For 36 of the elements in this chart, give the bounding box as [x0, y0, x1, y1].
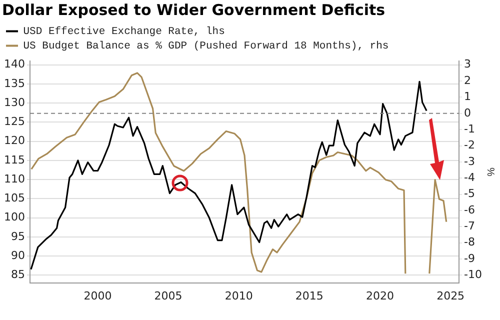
y-tick-label: 100: [4, 210, 25, 224]
y2-tick-label: -4: [464, 170, 476, 184]
x-tick-label: 2010: [224, 289, 253, 302]
y-tick-label: 120: [4, 134, 25, 148]
x-tick-label: 2025: [436, 289, 465, 302]
x-tick-label: 2000: [84, 289, 112, 302]
y2-tick-label: -2: [464, 138, 475, 152]
x-tick-label: 2015: [295, 289, 324, 302]
y-tick-label: 140: [4, 58, 25, 71]
legend-label: USD Effective Exchange Rate, lhs: [23, 26, 225, 38]
y2-tick-label: -7: [464, 220, 476, 233]
y2-tick-label: -1: [464, 122, 475, 136]
y-tick-label: 90: [10, 248, 25, 262]
y-tick-label: 95: [10, 230, 25, 243]
y-tick-label: 115: [4, 153, 25, 166]
y-tick-label: 130: [4, 96, 25, 109]
y2-tick-label: -9: [464, 252, 476, 265]
y2-tick-label: -3: [464, 154, 476, 168]
y2-tick-label: -10: [464, 268, 482, 282]
x-tick-label: 2005: [154, 289, 182, 302]
y2-tick-label: -5: [464, 187, 476, 200]
y-tick-label: 135: [4, 76, 25, 90]
y-tick-label: 125: [4, 115, 25, 128]
legend-label: US Budget Balance as % GDP (Pushed Forward 18 Months), rhs: [23, 40, 389, 53]
y2-tick-label: 0: [464, 106, 472, 120]
x-tick-label: 2020: [366, 289, 394, 302]
chart-title: Dollar Exposed to Wider Government Deficits: [2, 0, 386, 19]
y-tick-label: 110: [4, 172, 25, 186]
y2-tick-label: 3: [464, 58, 472, 71]
y-tick-label: 105: [4, 192, 25, 205]
y2-tick-label: 2: [464, 74, 472, 87]
y2-tick-label: -6: [464, 203, 476, 216]
y2-tick-label: -8: [464, 236, 476, 249]
y2-tick-label: 1: [464, 90, 472, 104]
y2-axis-title: %: [484, 167, 496, 176]
y-tick-label: 85: [10, 268, 25, 282]
